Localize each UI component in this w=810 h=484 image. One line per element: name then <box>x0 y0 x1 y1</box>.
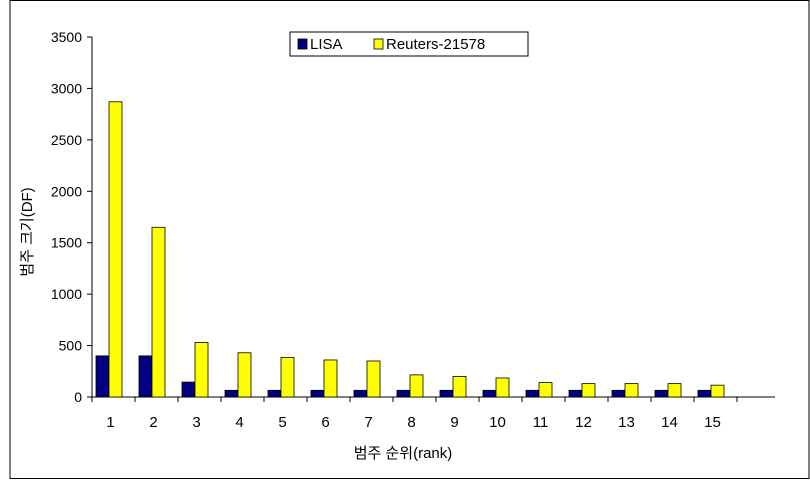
bar-reuters <box>667 383 682 398</box>
bar-reuters <box>581 383 596 398</box>
x-axis-label: 범주 순위(rank) <box>354 445 453 462</box>
bar-reuters <box>366 360 381 398</box>
bar-reuters <box>495 377 510 398</box>
x-tick-label: 7 <box>364 414 372 431</box>
y-axis-label: 범주 크기(DF) <box>19 187 36 276</box>
y-tick-label: 1500 <box>51 235 82 251</box>
bar-lisa <box>310 389 325 398</box>
bar-reuters <box>151 226 166 398</box>
bar-reuters <box>710 384 725 398</box>
x-tick-label: 13 <box>618 414 635 431</box>
legend-label: Reuters-21578 <box>386 36 485 53</box>
x-tick-label: 8 <box>407 414 415 431</box>
y-axis-title: 범주 크기(DF) <box>19 187 36 276</box>
bar-reuters <box>538 382 553 398</box>
bar-reuters <box>108 101 123 398</box>
legend-label: LISA <box>310 36 343 53</box>
y-tick-label: 0 <box>74 389 82 405</box>
bar-lisa <box>224 389 239 398</box>
bar-lisa <box>138 355 153 398</box>
bar-lisa <box>181 381 196 398</box>
bar-lisa <box>525 389 540 398</box>
bar-lisa <box>396 389 411 398</box>
x-tick-label: 4 <box>235 414 243 431</box>
bar-reuters <box>409 374 424 398</box>
legend-swatch <box>373 38 384 50</box>
y-tick-label: 1000 <box>51 286 82 302</box>
bar-lisa <box>482 389 497 398</box>
y-tick-label: 3000 <box>51 80 82 96</box>
bar-lisa <box>353 389 368 398</box>
x-tick-label: 11 <box>533 414 549 431</box>
x-tick-label: 9 <box>450 414 458 431</box>
bar-lisa <box>697 389 712 398</box>
bar-lisa <box>267 389 282 398</box>
legend: LISA Reuters-21578 <box>289 31 529 57</box>
chart-area-border <box>9 0 810 479</box>
legend-box <box>289 31 529 57</box>
x-tick-label: 2 <box>149 414 157 431</box>
bar-lisa <box>439 389 454 398</box>
bar-lisa <box>654 389 669 398</box>
bar-reuters <box>624 383 639 398</box>
x-tick-label: 12 <box>575 414 592 431</box>
bar-reuters <box>280 356 295 398</box>
y-tick-label: 2000 <box>51 183 82 199</box>
y-tick-label: 500 <box>59 338 83 354</box>
x-tick-label: 10 <box>489 414 506 431</box>
bar-lisa <box>95 355 110 398</box>
x-tick-label: 14 <box>661 414 678 431</box>
y-tick-label: 3500 <box>51 29 82 45</box>
x-tick-label: 6 <box>321 414 329 431</box>
bar-reuters <box>194 342 209 398</box>
x-tick-label: 3 <box>192 414 200 431</box>
bar-reuters <box>237 352 252 398</box>
x-tick-label: 15 <box>704 414 721 431</box>
y-tick-label: 2500 <box>51 132 82 148</box>
x-tick-label: 5 <box>278 414 286 431</box>
bar-lisa <box>568 389 583 398</box>
bar-reuters <box>323 359 338 398</box>
bar-reuters <box>452 376 467 398</box>
legend-swatch <box>297 38 308 50</box>
bar-lisa <box>611 389 626 398</box>
x-tick-label: 1 <box>106 414 114 431</box>
